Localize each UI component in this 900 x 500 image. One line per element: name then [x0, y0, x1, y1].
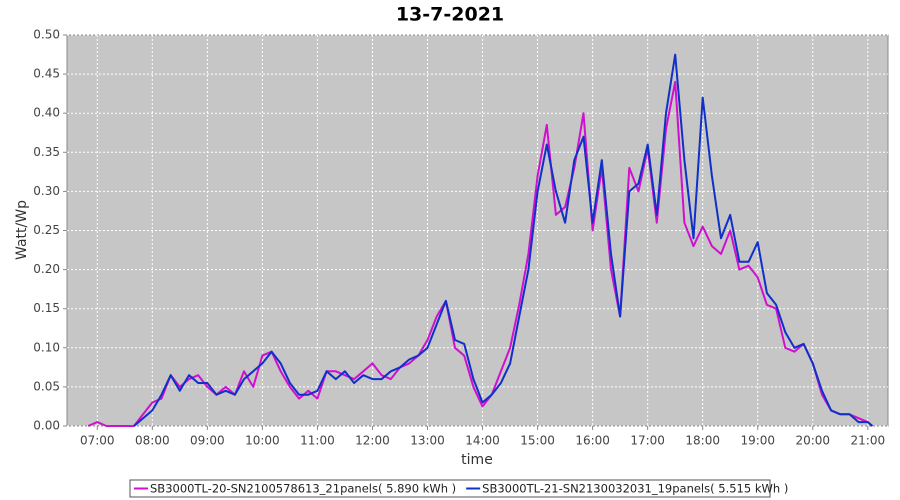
- legend-label: SB3000TL-20-SN2100578613_21panels( 5.890…: [150, 482, 456, 496]
- y-tick-label: 0.40: [33, 106, 60, 120]
- x-tick-label: 12:00: [355, 434, 390, 448]
- x-axis-label: time: [461, 452, 493, 468]
- x-tick-label: 09:00: [190, 434, 225, 448]
- legend-label: SB3000TL-21-SN2130032031_19panels( 5.515…: [482, 482, 788, 496]
- y-tick-label: 0.00: [33, 419, 60, 433]
- y-tick-label: 0.10: [33, 340, 60, 354]
- x-tick-label: 14:00: [465, 434, 500, 448]
- y-tick-label: 0.35: [33, 145, 60, 159]
- chart-title: 13-7-2021: [396, 4, 504, 26]
- x-tick-label: 08:00: [135, 434, 170, 448]
- x-tick-label: 13:00: [410, 434, 445, 448]
- x-tick-label: 15:00: [520, 434, 555, 448]
- legend-box: [129, 479, 771, 498]
- x-tick-label: 20:00: [795, 434, 830, 448]
- x-tick-label: 07:00: [80, 434, 115, 448]
- y-axis-label: Watt/Wp: [14, 200, 30, 260]
- series-line: [133, 53, 874, 427]
- y-tick-label: 0.30: [33, 184, 60, 198]
- y-tick-label: 0.05: [33, 379, 60, 393]
- y-tick-label: 0.50: [33, 28, 60, 42]
- series-line: [87, 80, 874, 427]
- y-tick-label: 0.15: [33, 301, 60, 315]
- x-tick-label: 10:00: [245, 434, 280, 448]
- x-tick-label: 16:00: [575, 434, 610, 448]
- x-tick-label: 18:00: [685, 434, 720, 448]
- x-tick-label: 21:00: [851, 434, 886, 448]
- x-tick-label: 11:00: [300, 434, 335, 448]
- x-tick-label: 19:00: [740, 434, 775, 448]
- y-tick-label: 0.20: [33, 262, 60, 276]
- y-tick-label: 0.45: [33, 67, 60, 81]
- y-tick-label: 0.25: [33, 223, 60, 237]
- x-tick-label: 17:00: [630, 434, 665, 448]
